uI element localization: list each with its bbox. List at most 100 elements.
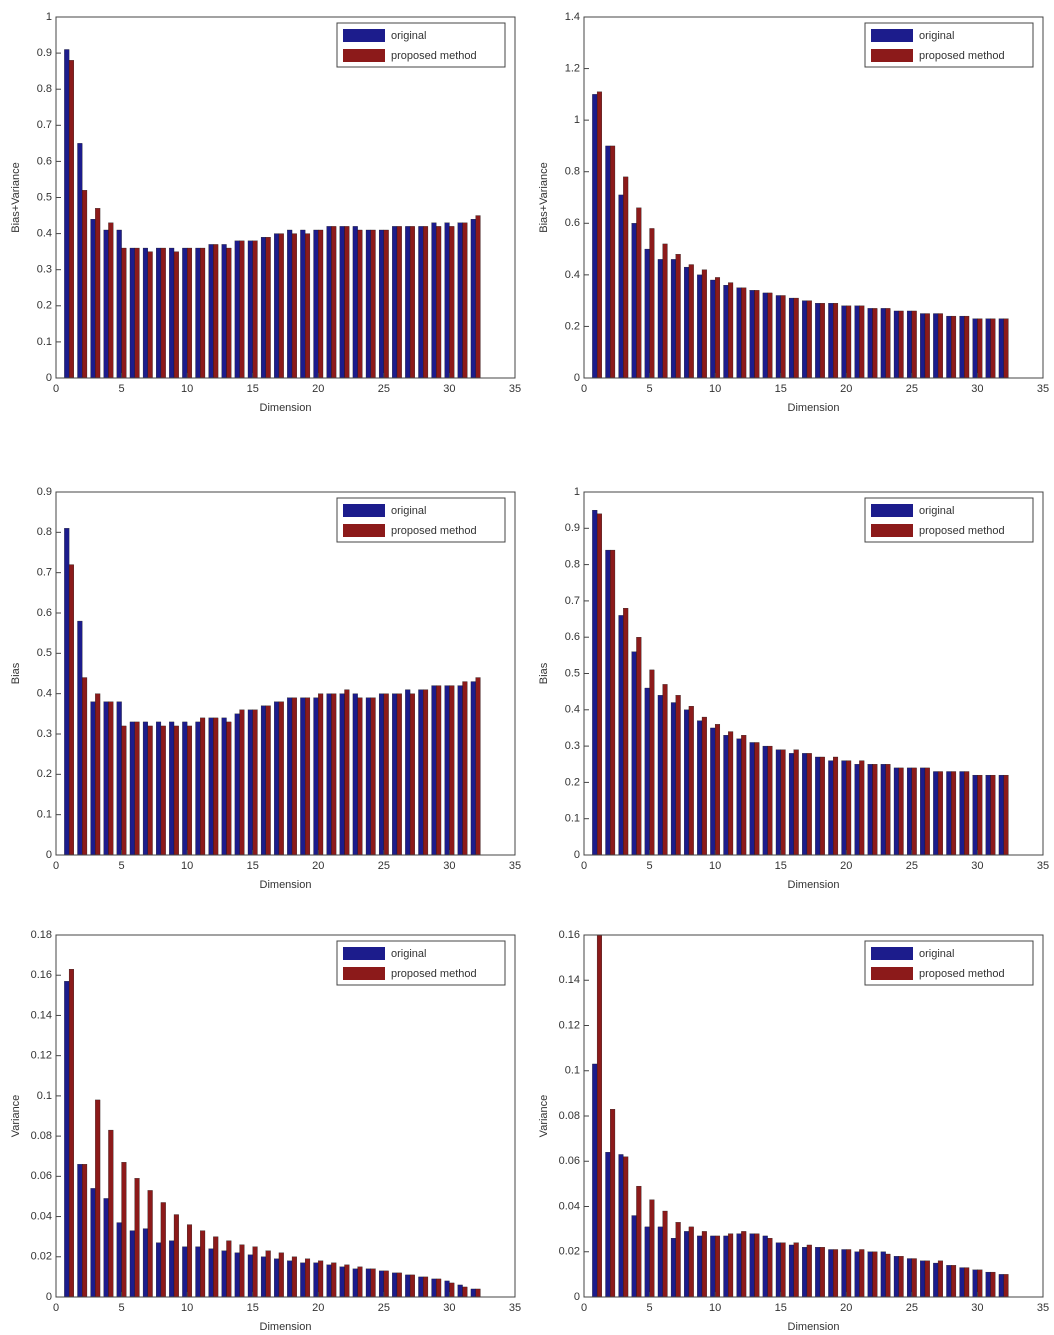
- bar: [135, 248, 140, 378]
- bar: [436, 686, 441, 855]
- bar: [91, 1188, 96, 1297]
- bar: [933, 314, 938, 378]
- bar: [973, 1270, 978, 1297]
- legend-swatch: [343, 524, 385, 537]
- bar: [873, 1252, 878, 1297]
- bar: [174, 726, 179, 855]
- bar: [248, 710, 253, 855]
- bar: [253, 241, 258, 378]
- bar: [991, 1272, 996, 1297]
- y-axis-label: Variance: [10, 1095, 22, 1138]
- bar: [828, 1249, 833, 1297]
- bar: [632, 1216, 637, 1297]
- bar: [122, 248, 127, 378]
- bar: [436, 226, 441, 378]
- bar: [458, 1285, 463, 1297]
- y-tick-label: 0.08: [559, 1110, 580, 1122]
- y-axis-label: Bias+Variance: [10, 162, 22, 232]
- bar: [418, 690, 423, 855]
- bar: [287, 698, 292, 855]
- bar: [292, 1257, 297, 1297]
- bar: [331, 1263, 336, 1297]
- bar: [920, 768, 925, 855]
- x-tick-label: 35: [509, 1302, 521, 1314]
- bar: [174, 1215, 179, 1297]
- x-tick-label: 25: [906, 383, 918, 395]
- bar: [274, 702, 279, 855]
- bar: [410, 1275, 415, 1297]
- bar: [671, 1238, 676, 1297]
- y-tick-label: 0: [574, 372, 580, 384]
- bar: [130, 1231, 135, 1297]
- bar: [938, 1261, 943, 1297]
- bar: [728, 732, 733, 855]
- bar: [671, 259, 676, 378]
- bar: [894, 311, 899, 378]
- bar: [345, 226, 350, 378]
- x-tick-label: 15: [775, 860, 787, 872]
- legend-swatch: [871, 504, 913, 517]
- bar: [358, 1267, 363, 1297]
- bar: [200, 718, 205, 855]
- bar: [776, 1243, 781, 1297]
- bar: [379, 694, 384, 855]
- x-tick-label: 30: [971, 860, 983, 872]
- bar: [820, 303, 825, 378]
- bar: [794, 1243, 799, 1297]
- bar: [663, 684, 668, 855]
- bar: [423, 690, 428, 855]
- x-tick-label: 15: [247, 383, 259, 395]
- bar: [597, 935, 602, 1297]
- bar: [253, 710, 258, 855]
- y-tick-label: 0.12: [559, 1019, 580, 1031]
- bar: [794, 750, 799, 855]
- bar: [148, 726, 153, 855]
- bar: [182, 1247, 187, 1297]
- bar: [960, 1268, 965, 1297]
- bar: [213, 1237, 218, 1297]
- legend: originalproposed method: [865, 23, 1033, 67]
- bar: [1004, 319, 1009, 378]
- bar: [999, 319, 1004, 378]
- bar: [240, 1245, 245, 1297]
- legend-label: original: [919, 505, 954, 517]
- bar: [436, 1279, 441, 1297]
- bar: [397, 694, 402, 855]
- bar: [899, 768, 904, 855]
- x-tick-label: 15: [247, 1302, 259, 1314]
- bar: [886, 1254, 891, 1297]
- x-tick-label: 5: [647, 860, 653, 872]
- bar: [899, 311, 904, 378]
- bar: [345, 690, 350, 855]
- bar: [200, 248, 205, 378]
- bar: [676, 1222, 681, 1297]
- x-tick-label: 30: [443, 860, 455, 872]
- bar: [392, 1273, 397, 1297]
- bar: [279, 702, 284, 855]
- bar: [196, 248, 201, 378]
- x-tick-label: 30: [971, 383, 983, 395]
- bar: [802, 1247, 807, 1297]
- bar: [156, 1243, 161, 1297]
- bar: [156, 722, 161, 855]
- bar: [671, 703, 676, 855]
- bar: [820, 757, 825, 855]
- bar: [143, 722, 148, 855]
- bar: [169, 722, 174, 855]
- x-tick-label: 10: [181, 383, 193, 395]
- bar: [318, 1261, 323, 1297]
- bar: [64, 49, 69, 378]
- bar: [410, 694, 415, 855]
- bar: [973, 775, 978, 855]
- y-tick-label: 0: [46, 1291, 52, 1303]
- bar: [907, 1259, 912, 1297]
- bar: [318, 230, 323, 378]
- bar: [977, 775, 982, 855]
- y-tick-label: 0.8: [37, 526, 52, 538]
- bar: [697, 721, 702, 855]
- bar: [658, 259, 663, 378]
- x-tick-label: 20: [840, 860, 852, 872]
- bar: [650, 228, 655, 378]
- x-tick-label: 15: [775, 383, 787, 395]
- bar: [606, 550, 611, 855]
